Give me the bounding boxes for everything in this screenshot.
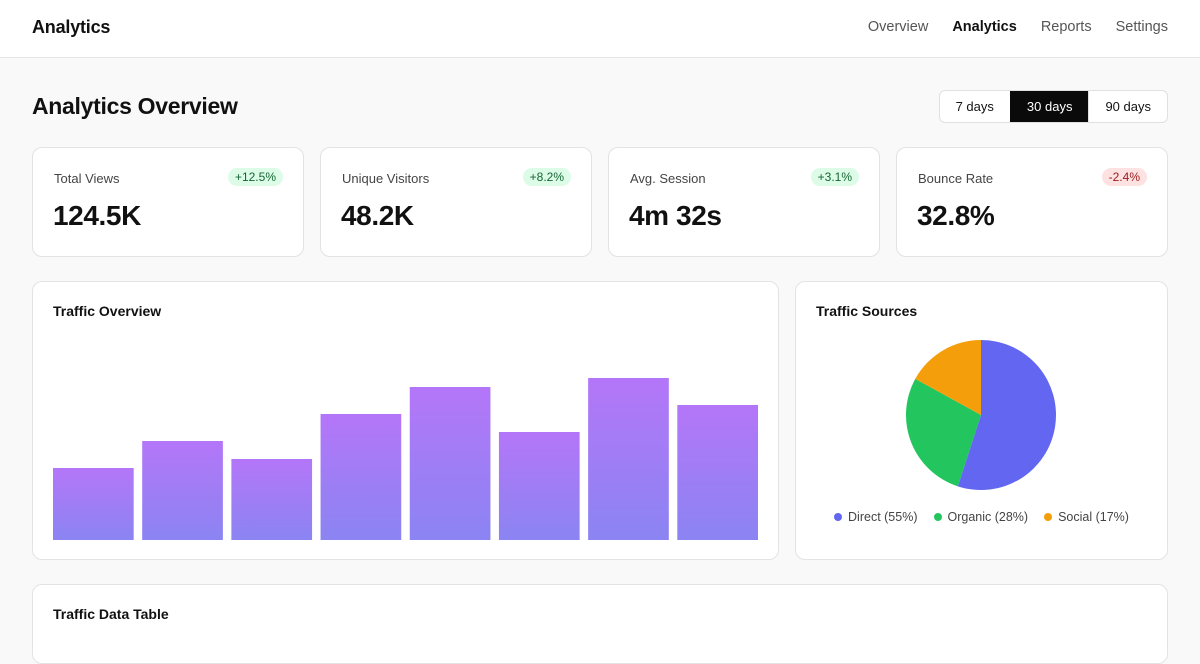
bar-6: [498, 432, 580, 540]
legend-label-organic: Organic (28%): [947, 510, 1029, 524]
legend-dot-social: [1044, 513, 1053, 521]
bar-1: [53, 468, 134, 540]
range-90-days-button[interactable]: 90 days: [1088, 91, 1167, 122]
range-7-days-button[interactable]: 7 days: [955, 99, 994, 114]
stat-value: 48.2K: [341, 200, 414, 231]
bar-5: [409, 387, 491, 540]
date-range-toggle: 7 days 30 days 90 days: [938, 90, 1168, 123]
legend-label-social: Social (17%): [1058, 510, 1129, 524]
main-nav: Overview Analytics Reports Settings: [868, 19, 1168, 35]
stats-row: Total Views +12.5% 124.5K Unique Visitor…: [32, 147, 1168, 257]
stat-label: Bounce Rate: [918, 171, 994, 186]
bar-8: [677, 405, 758, 540]
pie-slice-social: [915, 340, 981, 415]
stat-card-unique-visitors: Unique Visitors +8.2% 48.2K: [320, 147, 592, 257]
page-title: Analytics Overview: [32, 93, 238, 119]
traffic-data-table-title: Traffic Data Table: [53, 606, 169, 622]
nav-overview[interactable]: Overview: [867, 19, 929, 35]
legend-dot-direct: [834, 513, 843, 521]
bar-4: [320, 414, 402, 540]
range-30-days-button[interactable]: 30 days: [1009, 91, 1089, 122]
traffic-sources-card: Traffic Sources Direct (55%) Organic (28…: [795, 281, 1168, 560]
top-navbar: Analytics Overview Analytics Reports Set…: [0, 0, 1200, 58]
bar-2: [142, 441, 223, 540]
stat-label: Total Views: [54, 171, 120, 186]
pie-legend: Direct (55%) Organic (28%) Social (17%): [796, 510, 1167, 524]
stat-value: 32.8%: [917, 200, 995, 231]
legend-label-direct: Direct (55%): [848, 510, 918, 524]
traffic-sources-pie-chart: [906, 340, 1056, 490]
bar-7: [588, 378, 669, 540]
legend-item-social: Social (17%): [1044, 510, 1129, 524]
bar-3: [231, 459, 313, 540]
stat-label: Avg. Session: [630, 171, 706, 186]
stat-card-total-views: Total Views +12.5% 124.5K: [32, 147, 304, 257]
traffic-overview-title: Traffic Overview: [53, 303, 162, 319]
legend-item-direct: Direct (55%): [834, 510, 918, 524]
nav-analytics[interactable]: Analytics: [952, 19, 1017, 35]
stat-change-badge: +8.2%: [522, 168, 571, 186]
stat-value: 124.5K: [53, 200, 141, 231]
stat-value: 4m 32s: [629, 200, 722, 231]
stat-change-badge: -2.4%: [1101, 168, 1147, 186]
stat-change-badge: +12.5%: [227, 168, 283, 186]
stat-label: Unique Visitors: [342, 171, 430, 186]
legend-item-organic: Organic (28%): [933, 510, 1029, 524]
traffic-overview-card: Traffic Overview: [32, 281, 779, 560]
nav-settings[interactable]: Settings: [1115, 19, 1168, 35]
traffic-bar-chart: [53, 378, 758, 540]
app-title: Analytics: [32, 17, 111, 37]
pie-slice-direct: [957, 340, 1056, 490]
legend-dot-organic: [933, 513, 942, 521]
traffic-sources-title: Traffic Sources: [816, 303, 918, 319]
stat-change-badge: +3.1%: [810, 168, 859, 186]
traffic-data-table-card: Traffic Data Table: [32, 584, 1168, 664]
stat-card-avg-session: Avg. Session +3.1% 4m 32s: [608, 147, 880, 257]
stat-card-bounce-rate: Bounce Rate -2.4% 32.8%: [896, 147, 1168, 257]
pie-slice-organic: [906, 378, 981, 487]
nav-reports[interactable]: Reports: [1040, 19, 1092, 35]
